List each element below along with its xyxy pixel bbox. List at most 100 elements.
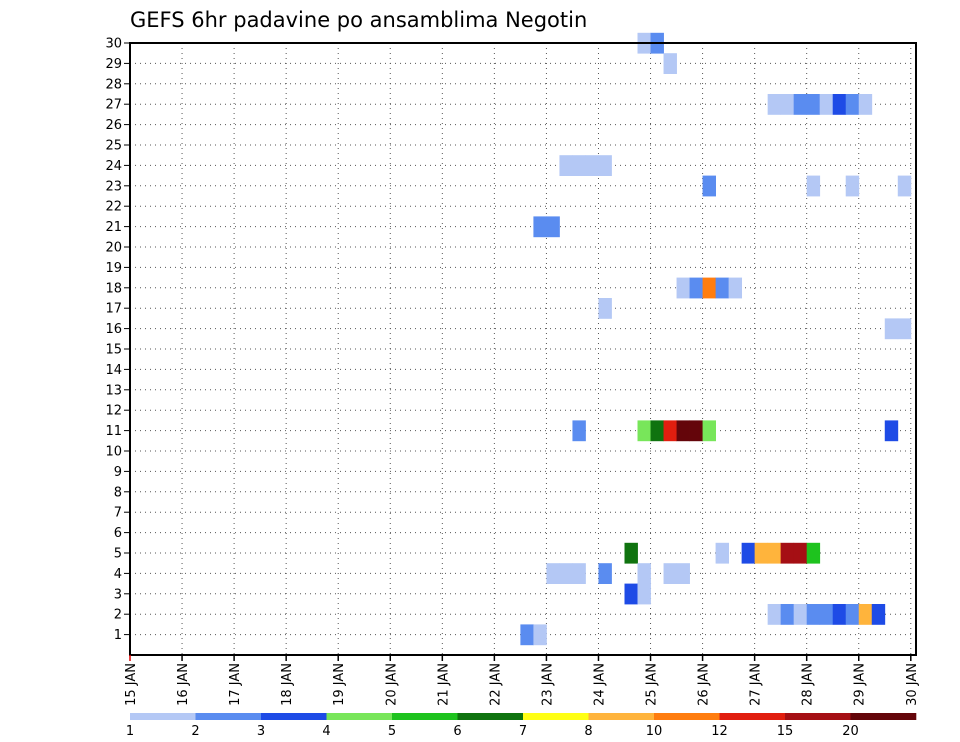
precip-cell [598, 298, 612, 319]
precip-cell [806, 175, 821, 197]
precip-cell [559, 563, 573, 584]
precip-cell [533, 216, 547, 238]
colorbar-swatch [457, 713, 524, 720]
precip-cell [546, 563, 560, 584]
precip-cell [546, 216, 560, 238]
y-tick-label: 26 [105, 118, 122, 133]
y-tick-label: 3 [114, 587, 122, 602]
x-tick-label: 22 JAN [488, 663, 503, 706]
precip-cell [520, 624, 534, 646]
precip-cell [884, 420, 899, 442]
colorbar-swatch [392, 713, 458, 720]
precip-cell [663, 53, 677, 74]
y-tick-label: 5 [114, 547, 122, 562]
precip-cell [689, 420, 703, 442]
x-tick-label: 27 JAN [749, 663, 764, 706]
colorbar-label: 12 [711, 724, 728, 739]
precip-cell [897, 318, 912, 340]
precip-cell [637, 420, 651, 442]
colorbar-swatch [326, 713, 393, 720]
chart-title: GEFS 6hr padavine po ansamblima Negotin [130, 8, 587, 32]
x-tick-label: 19 JAN [332, 663, 347, 706]
x-tick-label: 26 JAN [697, 663, 712, 706]
colorbar-swatch [261, 713, 327, 720]
y-tick-label: 28 [105, 77, 122, 92]
precip-cell [533, 624, 547, 646]
precip-cell [598, 563, 612, 584]
precip-cell [897, 175, 912, 197]
colorbar-label: 15 [777, 724, 794, 739]
precip-cell [832, 94, 847, 115]
colorbar-label: 20 [842, 724, 859, 739]
y-tick-label: 10 [105, 445, 122, 460]
precip-cell [871, 604, 886, 625]
precip-cell [767, 604, 782, 625]
x-tick-label: 23 JAN [540, 663, 555, 706]
precip-cell [858, 94, 873, 115]
colorbar-swatch [523, 713, 589, 720]
colorbar-swatch [588, 713, 655, 720]
colorbar-swatch [850, 713, 917, 720]
colorbar-label: 7 [519, 724, 527, 739]
precip-cell [845, 604, 860, 625]
colorbar-swatch [785, 713, 851, 720]
x-tick-label: 21 JAN [436, 663, 451, 706]
precip-cell [572, 420, 586, 442]
precip-cell [845, 175, 860, 197]
x-tick-label: 24 JAN [592, 663, 607, 706]
y-tick-label: 18 [105, 281, 122, 296]
precip-cell [702, 420, 716, 442]
precip-cell [884, 318, 899, 340]
y-tick-label: 6 [114, 526, 122, 541]
y-tick-label: 27 [105, 98, 122, 113]
precip-cell [637, 583, 651, 605]
y-tick-label: 12 [105, 404, 122, 419]
precip-cell [780, 94, 795, 115]
precip-cell [819, 604, 834, 625]
colorbar-label: 10 [646, 724, 663, 739]
x-tick-label: 16 JAN [176, 663, 191, 706]
precip-cell [689, 277, 703, 299]
precip-cell [702, 175, 716, 197]
y-tick-label: 15 [105, 343, 122, 358]
precip-cell [637, 563, 651, 584]
y-tick-label: 25 [105, 139, 122, 154]
precip-cell [793, 604, 808, 625]
y-tick-label: 9 [114, 465, 122, 480]
y-tick-label: 1 [114, 628, 122, 643]
precip-cell [624, 583, 638, 605]
y-tick-label: 29 [105, 57, 122, 72]
colorbar-label: 4 [322, 724, 330, 739]
precip-cell [715, 277, 730, 299]
precip-cell [572, 563, 586, 584]
y-tick-label: 8 [114, 485, 122, 500]
colorbar-label: 6 [453, 724, 461, 739]
precip-cell [741, 542, 756, 564]
x-tick-label: 28 JAN [801, 663, 816, 706]
precip-cell [624, 542, 638, 564]
precip-cell [780, 542, 795, 564]
y-tick-label: 22 [105, 200, 122, 215]
precip-cell [819, 94, 834, 115]
precip-cell [845, 94, 860, 115]
y-axis: 1234567891011121314151617181920212223242… [105, 37, 130, 643]
precip-cell [702, 277, 716, 299]
precip-cell [767, 542, 782, 564]
x-tick-label: 20 JAN [384, 663, 399, 706]
precip-cell [676, 563, 690, 584]
precip-cell [715, 542, 730, 564]
precip-cell [780, 604, 795, 625]
colorbar-label: 5 [388, 724, 396, 739]
x-axis: 15 JAN 16 JAN 17 JAN 18 JAN 19 JAN 20 JAN 21 J… [124, 655, 920, 706]
grid [129, 42, 916, 655]
precip-cell [767, 94, 782, 115]
y-tick-label: 30 [105, 37, 122, 52]
y-tick-label: 24 [105, 159, 122, 174]
precip-cell [806, 604, 821, 625]
precip-cell [793, 94, 808, 115]
y-tick-label: 14 [105, 363, 122, 378]
y-tick-label: 17 [105, 302, 122, 317]
precip-cells [520, 32, 912, 646]
x-tick-label: 25 JAN [645, 663, 660, 706]
